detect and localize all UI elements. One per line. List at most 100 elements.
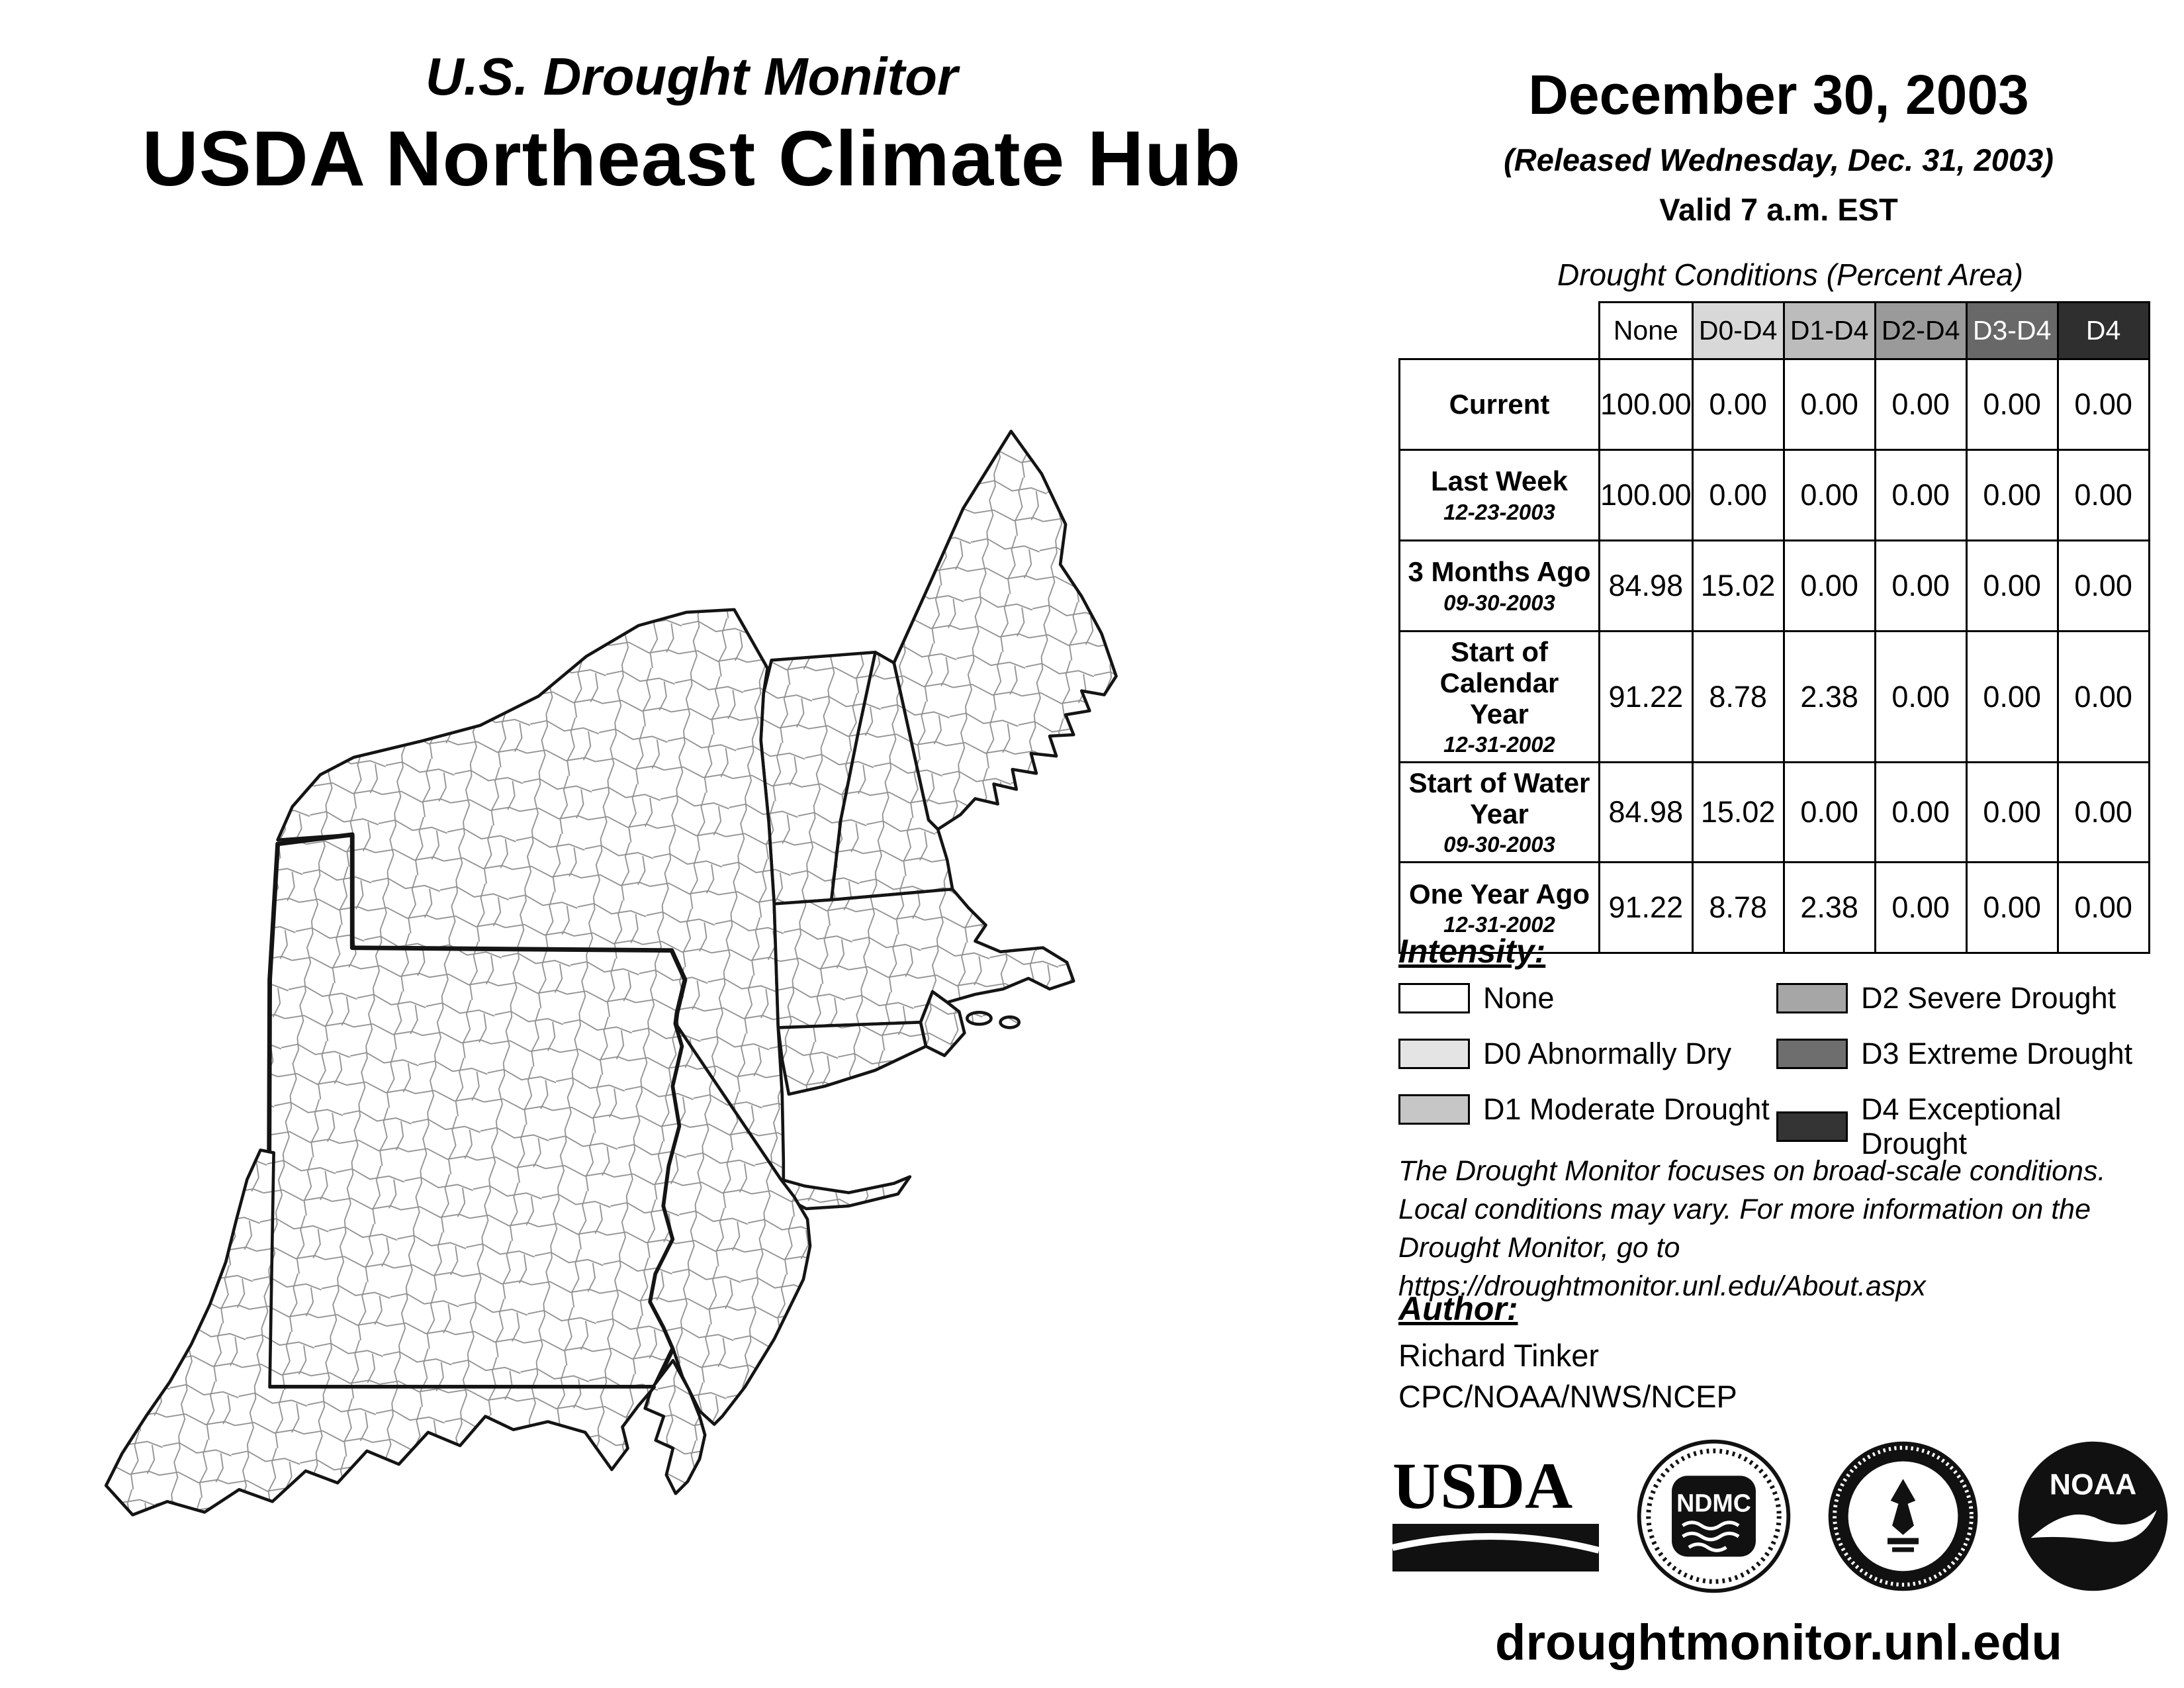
value-cell: 0.00 [2056, 630, 2150, 764]
row-label: Start of Water Year [1408, 767, 1590, 830]
table-row-last-week: Last Week 12-23-2003 100.00 0.00 0.00 0.… [1398, 449, 2150, 541]
table-title: Drought Conditions (Percent Area) [1557, 258, 2023, 292]
footer-url: droughtmonitor.unl.edu [1495, 1615, 2062, 1671]
usda-logo: USDA [1391, 1450, 1600, 1571]
row-label: Current [1449, 389, 1550, 420]
table-header-row: None D0-D4 D1-D4 D2-D4 D3-D4 D4 [1400, 301, 2150, 360]
row-date: 09-30-2003 [1443, 590, 1555, 615]
value-cell: 0.00 [1782, 761, 1876, 864]
value-cell: 0.00 [1965, 861, 2059, 955]
legend-swatch-d4 [1776, 1111, 1848, 1142]
value-cell: 15.02 [1691, 761, 1785, 864]
col-header-d4: D4 [2056, 301, 2150, 360]
row-label: 3 Months Ago [1408, 556, 1591, 588]
row-date: 12-31-2002 [1443, 732, 1555, 757]
table-row-start-calendar-year: Start of Calendar Year 12-31-2002 91.22 … [1398, 630, 2150, 764]
table-row-start-water-year: Start of Water Year 09-30-2003 84.98 15.… [1398, 761, 2150, 864]
disclaimer-text: The Drought Monitor focuses on broad-sca… [1398, 1155, 2106, 1303]
value-cell: 15.02 [1691, 539, 1785, 632]
legend-swatch-d2 [1776, 983, 1848, 1013]
row-label: Last Week [1431, 465, 1568, 497]
author-title: Author: [1398, 1290, 1518, 1327]
island-marthas-vineyard [966, 1010, 993, 1026]
col-header-d1-d4: D1-D4 [1782, 301, 1876, 360]
table-row-one-year-ago: One Year Ago 12-31-2002 91.22 8.78 2.38 … [1398, 861, 2150, 955]
state-west-virginia-maryland [104, 1149, 657, 1517]
release-date: (Released Wednesday, Dec. 31, 2003) [1504, 142, 2054, 177]
value-cell: 0.00 [1965, 630, 2059, 764]
drought-conditions-table: None D0-D4 D1-D4 D2-D4 D3-D4 D4 Current … [1398, 301, 2150, 955]
legend-swatch-d3 [1776, 1039, 1848, 1069]
legend-swatch-none [1398, 983, 1470, 1013]
ndmc-logo: NDMC [1637, 1439, 1790, 1593]
row-date: 12-23-2003 [1443, 499, 1555, 524]
value-cell: 0.00 [1874, 539, 1968, 632]
value-cell: 84.98 [1598, 539, 1694, 632]
state-massachusetts [772, 887, 1075, 1029]
value-cell: 91.22 [1598, 861, 1694, 955]
state-maine [892, 430, 1118, 831]
value-cell: 84.98 [1598, 761, 1694, 864]
legend-swatch-d1 [1398, 1094, 1470, 1125]
col-header-d0-d4: D0-D4 [1691, 301, 1785, 360]
legend-item-d3: D3 Extreme Drought [1776, 1037, 2173, 1071]
author-org: CPC/NOAA/NWS/NCEP [1398, 1379, 1737, 1414]
value-cell: 91.22 [1598, 630, 1694, 764]
value-cell: 0.00 [2056, 539, 2150, 632]
legend-item-d1: D1 Moderate Drought [1398, 1092, 1776, 1127]
svg-text:NOAA: NOAA [2050, 1468, 2136, 1501]
value-cell: 0.00 [1965, 358, 2059, 451]
value-cell: 0.00 [1965, 449, 2059, 541]
col-header-d2-d4: D2-D4 [1874, 301, 1968, 360]
value-cell: 0.00 [1782, 449, 1876, 541]
col-header-d3-d4: D3-D4 [1965, 301, 2059, 360]
intensity-title: Intensity: [1398, 933, 1546, 970]
valid-time: Valid 7 a.m. EST [1659, 192, 1898, 227]
map-date: December 30, 2003 [1528, 64, 2029, 126]
northeast-map-svg [104, 430, 1118, 1517]
logo-row: USDA NDMC NOAA [1390, 1433, 2171, 1599]
report-title: U.S. Drought Monitor [425, 47, 958, 106]
legend-item-d4: D4 Exceptional Drought [1776, 1092, 2173, 1161]
value-cell: 0.00 [1874, 761, 1968, 864]
value-cell: 0.00 [1874, 449, 1968, 541]
value-cell: 2.38 [1782, 861, 1876, 955]
value-cell: 0.00 [1782, 358, 1876, 451]
svg-text:USDA: USDA [1392, 1450, 1572, 1523]
value-cell: 8.78 [1691, 630, 1785, 764]
row-label: One Year Ago [1408, 878, 1590, 910]
legend-swatch-d0 [1398, 1039, 1470, 1069]
table-row-current: Current 100.00 0.00 0.00 0.00 0.00 0.00 [1398, 358, 2150, 451]
value-cell: 0.00 [1874, 861, 1968, 955]
row-date: 09-30-2003 [1443, 832, 1555, 857]
date-block: December 30, 2003 (Released Wednesday, D… [1383, 63, 2174, 228]
state-rhode-island [919, 990, 966, 1057]
value-cell: 0.00 [1691, 358, 1785, 451]
island-nantucket [999, 1015, 1021, 1029]
value-cell: 0.00 [1965, 539, 2059, 632]
value-cell: 0.00 [2056, 449, 2150, 541]
value-cell: 0.00 [1691, 449, 1785, 541]
noaa-logo: NOAA [2018, 1441, 2168, 1591]
region-title: USDA Northeast Climate Hub [142, 115, 1242, 203]
title-block: U.S. Drought Monitor USDA Northeast Clim… [0, 46, 1383, 204]
legend-item-none: None [1398, 981, 1776, 1015]
value-cell: 100.00 [1598, 358, 1694, 451]
intensity-legend: None D0 Abnormally Dry D1 Moderate Droug… [1398, 981, 2173, 1161]
value-cell: 0.00 [1965, 761, 2059, 864]
drought-map [79, 420, 1291, 1539]
row-label: Start of Calendar Year [1439, 636, 1559, 730]
value-cell: 0.00 [2056, 861, 2150, 955]
value-cell: 0.00 [1874, 358, 1968, 451]
delmarva-peninsula [643, 1358, 707, 1495]
commerce-seal-logo [1829, 1441, 1978, 1591]
state-connecticut [776, 1021, 928, 1096]
value-cell: 8.78 [1691, 861, 1785, 955]
col-header-none: None [1598, 301, 1694, 360]
value-cell: 0.00 [1874, 630, 1968, 764]
value-cell: 0.00 [1782, 539, 1876, 632]
value-cell: 100.00 [1598, 449, 1694, 541]
row-date: 12-31-2002 [1443, 912, 1555, 937]
table-row-3-months-ago: 3 Months Ago 09-30-2003 84.98 15.02 0.00… [1398, 539, 2150, 632]
table-corner-cell [1400, 303, 1600, 359]
